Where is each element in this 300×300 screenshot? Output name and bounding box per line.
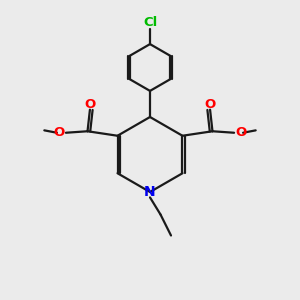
Text: N: N — [144, 185, 156, 199]
Text: O: O — [84, 98, 95, 111]
Text: O: O — [235, 126, 246, 139]
Text: O: O — [54, 126, 65, 139]
Text: Cl: Cl — [143, 16, 157, 29]
Text: O: O — [205, 98, 216, 111]
